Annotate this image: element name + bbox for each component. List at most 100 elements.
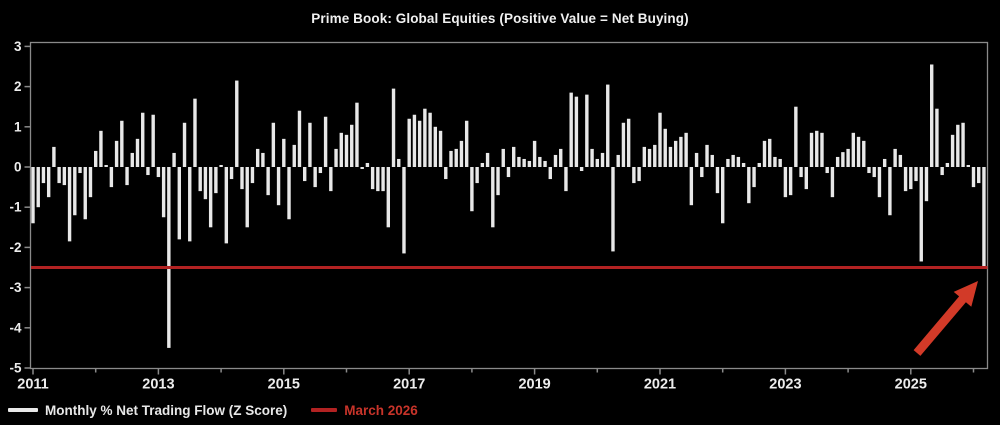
bar — [694, 152, 699, 167]
bar — [684, 132, 688, 167]
bar — [99, 130, 103, 167]
bar — [590, 148, 594, 167]
bar — [804, 167, 808, 190]
x-axis-label: 2019 — [518, 377, 550, 393]
y-axis-label: 3 — [14, 39, 22, 54]
bar — [522, 158, 526, 167]
bar — [841, 152, 845, 167]
bar — [982, 167, 986, 268]
x-axis-label: 2025 — [895, 377, 927, 393]
x-axis-label: 2011 — [17, 377, 48, 393]
bar — [125, 167, 129, 186]
x-axis-label: 2017 — [393, 377, 425, 393]
bar — [679, 136, 683, 167]
bar — [668, 146, 673, 167]
bar — [538, 156, 542, 167]
bar — [130, 152, 134, 167]
bar — [966, 164, 970, 167]
bar — [830, 167, 835, 198]
bar — [214, 167, 218, 194]
bar — [626, 118, 631, 167]
bar — [930, 64, 934, 167]
bar — [83, 167, 87, 220]
bar — [741, 162, 746, 167]
bar — [611, 167, 615, 252]
bar — [689, 167, 694, 206]
bar — [721, 167, 725, 224]
bar — [726, 158, 730, 167]
bar — [569, 92, 573, 167]
bar — [606, 84, 610, 167]
y-axis-label: 2 — [14, 79, 22, 94]
x-axis-label: 2015 — [268, 377, 300, 393]
y-axis-label: -5 — [9, 361, 21, 376]
bar — [245, 167, 249, 228]
bar — [700, 167, 704, 178]
bar — [856, 136, 861, 167]
bar — [825, 167, 829, 174]
bar — [919, 167, 923, 262]
bar — [266, 167, 270, 196]
bar — [977, 167, 981, 184]
bar — [454, 148, 458, 167]
bar — [658, 112, 662, 167]
bar — [365, 162, 370, 167]
bar — [271, 122, 276, 167]
plot-frame — [29, 41, 989, 370]
bar — [407, 118, 411, 167]
bar — [376, 167, 380, 192]
bar — [229, 167, 234, 180]
bar — [177, 167, 181, 240]
bar — [167, 167, 171, 348]
bar — [616, 154, 620, 167]
bar — [219, 164, 223, 167]
y-axis-label: -3 — [9, 280, 21, 295]
bar — [62, 167, 67, 186]
bar — [637, 167, 641, 182]
bar — [57, 167, 61, 184]
bar — [757, 162, 761, 167]
bar — [512, 146, 516, 167]
bar — [559, 148, 563, 167]
bar — [731, 154, 735, 167]
legend-label-flow: Monthly % Net Trading Flow (Z Score) — [45, 402, 288, 418]
bar — [308, 122, 312, 167]
bar — [961, 122, 965, 167]
bar — [370, 167, 375, 190]
bar — [506, 167, 511, 178]
bar — [783, 167, 788, 198]
bar — [924, 167, 929, 202]
bar — [94, 150, 98, 167]
bar — [815, 130, 819, 167]
bar — [809, 132, 814, 167]
bar — [344, 134, 349, 167]
bar — [768, 138, 772, 167]
bar — [31, 167, 35, 224]
bar — [282, 138, 286, 167]
bar — [381, 167, 385, 192]
bar — [297, 110, 302, 167]
bar — [224, 167, 229, 244]
bar — [574, 96, 579, 167]
bar — [203, 167, 208, 200]
bar — [109, 167, 114, 188]
chart-legend: Monthly % Net Trading Flow (Z Score) Mar… — [8, 400, 418, 420]
bar — [36, 167, 40, 208]
bar — [673, 140, 678, 167]
bar — [449, 150, 453, 167]
bar — [313, 167, 317, 188]
bar — [851, 132, 856, 167]
bar — [914, 167, 918, 182]
bar — [261, 152, 265, 167]
bar — [653, 144, 657, 167]
bar — [339, 132, 343, 167]
bar — [417, 120, 422, 167]
bar — [579, 167, 584, 172]
bar — [971, 167, 976, 188]
bar — [292, 144, 296, 167]
bar — [543, 160, 547, 167]
bar — [794, 106, 798, 167]
annotation-arrow-icon — [913, 281, 978, 356]
